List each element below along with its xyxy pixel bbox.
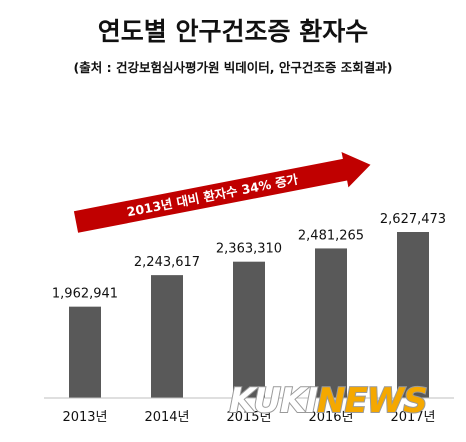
bars-group <box>69 232 429 398</box>
bar-2016 <box>315 248 347 398</box>
bar-2013 <box>69 306 101 398</box>
x-tick-label: 2017년 <box>390 410 435 425</box>
value-labels-group: 1,962,941 2,243,617 2,363,310 2,481,265 2,62… <box>52 212 446 302</box>
bar-2015 <box>233 261 265 398</box>
value-label: 2,363,310 <box>216 242 282 257</box>
x-tick-labels-group: 2013년 2014년 2015년 2016년 2017년 <box>62 410 435 425</box>
watermark-news: NEWS <box>317 381 427 421</box>
value-label: 2,481,265 <box>298 228 364 243</box>
bar-2014 <box>151 275 183 398</box>
chart-subtitle: (출처 : 건강보험심사평가원 빅데이터, 안구건조증 조회결과) <box>74 60 393 75</box>
value-label: 2,243,617 <box>134 255 200 270</box>
chart-title: 연도별 안구건조증 환자수 <box>98 17 368 46</box>
x-tick-label: 2016년 <box>308 410 353 425</box>
watermark-kuki: KUKI <box>229 381 317 421</box>
watermark: KUKINEWS <box>228 380 428 422</box>
trend-arrow-shape <box>73 152 371 233</box>
value-label: 2,627,473 <box>380 212 446 227</box>
value-label: 1,962,941 <box>52 287 118 302</box>
x-tick-label: 2014년 <box>144 410 189 425</box>
svg-text:KUKINEWS: KUKINEWS <box>229 381 426 421</box>
x-tick-label: 2015년 <box>226 410 271 425</box>
trend-annotation: 2013년 대비 환자수 34% 증가 <box>126 171 300 219</box>
bar-2017 <box>397 232 429 398</box>
trend-arrow: 2013년 대비 환자수 34% 증가 <box>73 152 371 233</box>
x-tick-label: 2013년 <box>62 410 107 425</box>
